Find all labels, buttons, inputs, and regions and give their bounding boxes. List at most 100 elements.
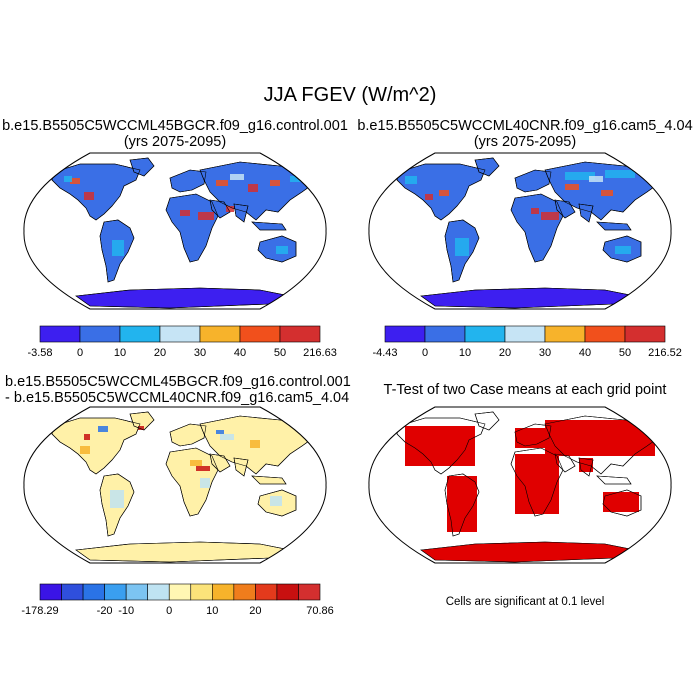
colorbar-tick-label: 0 [77,347,83,359]
colorbar-swatch [239,325,281,343]
field-patch [541,212,559,220]
field-patch [196,466,210,471]
field-patch [601,190,613,196]
colorbar-swatch [276,583,299,601]
panel-ttest-title: T-Test of two Case means at each grid po… [383,382,667,398]
colorbar-tick-label: -20 [97,605,113,617]
field-patch [64,176,72,182]
colorbar-swatch [279,325,321,343]
colorbar-tick-label: 216.52 [648,347,682,359]
colorbar-swatch [159,325,201,343]
panel-cam5-title-line2: (yrs 2075-2095) [473,134,577,150]
field-patch [579,458,593,472]
field-patch [589,176,603,182]
colorbar-tick-label: 50 [619,347,631,359]
colorbar-tick-label: -10 [118,605,134,617]
field-patch [290,176,304,182]
panel-difference-title-line2: - b.e15.B5505C5WCCML40CNR.f09_g16.cam5_4… [5,390,350,406]
panel-cam5-title: b.e15.B5505C5WCCML40CNR.f09_g16.cam5_4.0… [350,118,700,150]
field-patch [84,192,94,200]
field-patch [405,426,475,466]
colorbar-swatch [624,325,666,343]
colorbar-tick-label: 216.63 [303,347,337,359]
map-outline [23,152,327,310]
colorbar-swatch [104,583,127,601]
field-patch [405,176,417,184]
field-patch [276,246,288,254]
colorbar-tick-label: 70.86 [306,605,334,617]
field-patch [226,206,234,212]
colorbar-swatch [233,583,256,601]
field-patch [220,434,234,440]
significance-antarctica [421,542,635,562]
colorbar-tick-label: -3.58 [27,347,52,359]
field-patch [198,212,214,220]
panel-control-title-line2: (yrs 2075-2095) [123,134,227,150]
field-patch [455,238,469,256]
field-patch [190,460,202,466]
colorbar-control: -3.58 0 10 20 30 40 50 216.63 [27,325,337,359]
field-patch [70,178,80,184]
colorbar-swatch [61,583,84,601]
colorbar-swatch [504,325,546,343]
colorbar-tick-label: 0 [166,605,172,617]
field-patch [138,426,144,430]
field-patch [110,490,124,508]
panel-control-title: b.e15.B5505C5WCCML45BGCR.f09_g16.control… [0,118,350,150]
field-patch [216,180,228,186]
field-patch [515,454,559,514]
field-patch [248,184,258,192]
colorbar-tick-label: 10 [114,347,126,359]
panel-difference-title-line1: b.e15.B5505C5WCCML45BGCR.f09_g16.control… [5,374,351,390]
field-patch [545,420,655,456]
field-patch [216,430,224,434]
colorbar-swatch [584,325,626,343]
colorbar-tick-label: 20 [249,605,261,617]
map-outline [23,406,327,564]
colorbar-swatch [39,325,81,343]
colorbar-swatch [79,325,121,343]
map-outline [368,406,672,564]
panel-difference-title: b.e15.B5505C5WCCML45BGCR.f09_g16.control… [5,374,351,406]
colorbar-swatch [190,583,213,601]
panel-cam5-title-line1: b.e15.B5505C5WCCML40CNR.f09_g16.cam5_4.0… [357,118,693,134]
field-patch [447,476,477,532]
ttest-note: Cells are significant at 0.1 level [445,596,605,608]
colorbar-tick-label: 50 [274,347,286,359]
colorbar-swatch [255,583,278,601]
map-difference [23,406,327,564]
colorbar-swatch [39,583,62,601]
colorbar-swatch [298,583,321,601]
field-patch [230,174,244,180]
field-patch [439,190,449,196]
field-patch [200,478,210,488]
colorbar-swatch [199,325,241,343]
field-patch [565,184,579,190]
field-patch [180,210,190,216]
colorbar-swatch [384,325,426,343]
colorbar-swatch [544,325,586,343]
colorbar-tick-label: -178.29 [21,605,58,617]
colorbar-tick-label: 30 [194,347,206,359]
colorbar-swatch [168,583,192,601]
colorbar-swatch [125,583,148,601]
field-patch [425,194,433,200]
field-patch [603,492,639,512]
colorbar-cam5: -4.43 0 10 20 30 40 50 216.52 [372,325,682,359]
panel-control-title-line1: b.e15.B5505C5WCCML45BGCR.f09_g16.control… [2,118,348,134]
colorbar-swatch [464,325,506,343]
colorbar-swatch [82,583,105,601]
field-patch [615,246,631,254]
figure-title: JJA FGEV (W/m^2) [263,84,437,106]
map-ttest [368,406,672,564]
field-patch [270,496,282,506]
field-patch [250,440,260,448]
colorbar-tick-label: 40 [579,347,591,359]
colorbar-tick-label: 20 [499,347,511,359]
field-patch [80,446,90,454]
colorbar-swatch [119,325,161,343]
colorbar-swatch [147,583,170,601]
map-cam5 [368,152,672,310]
field-patch [270,180,280,186]
colorbar-swatch [424,325,466,343]
